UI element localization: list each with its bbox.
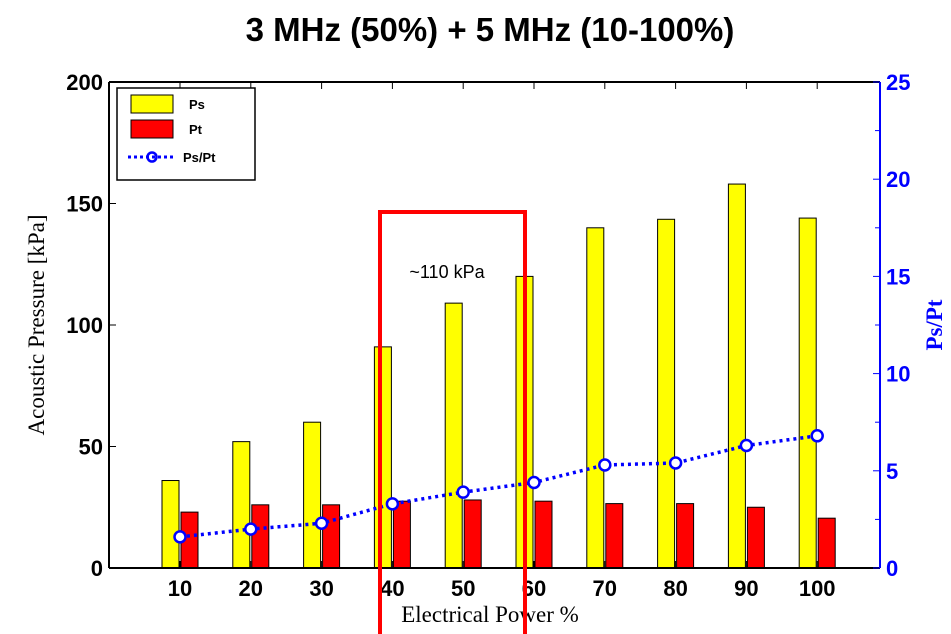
bar-pt (322, 504, 341, 569)
x-tick-label: 70 (593, 576, 617, 601)
bar-pt (605, 503, 624, 569)
ratio-point (810, 429, 824, 443)
ratio-point (173, 530, 187, 544)
legend-swatch-pt (130, 119, 174, 139)
y-tick-label: 0 (91, 556, 103, 581)
annotation-label: ~110 kPa (409, 262, 485, 282)
bar-pt (251, 504, 270, 569)
ratio-line (179, 434, 818, 539)
x-tick-label: 80 (663, 576, 687, 601)
y-axis-label: Acoustic Pressure [kPa] (24, 214, 49, 435)
x-tick-label: 10 (168, 576, 192, 601)
bar-ps (303, 421, 322, 569)
x-tick-label: 50 (451, 576, 475, 601)
ratio-point (739, 438, 754, 453)
bar-ps (657, 218, 676, 569)
x-tick-label: 90 (734, 576, 758, 601)
y-tick-label: 50 (79, 435, 103, 460)
x-axis-label: Electrical Power % (401, 602, 579, 627)
bar-ps (161, 480, 180, 569)
y-tick-label: 150 (66, 192, 103, 217)
bar-pt (817, 517, 836, 569)
legend-marker-ratio (146, 151, 158, 163)
legend-label-ratio: Ps/Pt (183, 150, 216, 165)
bar-pt (534, 500, 553, 569)
ratio-line-layer (173, 429, 824, 544)
bars-layer (161, 183, 836, 569)
ratio-point (385, 497, 400, 511)
ratio-point (456, 485, 470, 499)
ratio-point (244, 522, 258, 536)
bar-ps (727, 183, 746, 569)
legend-label-pt: Pt (189, 122, 203, 137)
y-axis-right-label: Ps/Pt (922, 299, 947, 350)
bar-ps (586, 227, 605, 569)
y-right-tick-label: 5 (886, 459, 898, 484)
legend-swatch-ps (130, 94, 174, 114)
x-tick-label: 30 (309, 576, 333, 601)
x-tick-label: 100 (799, 576, 836, 601)
ratio-point (668, 456, 683, 470)
bar-ps (444, 302, 463, 569)
y-right-tick-label: 0 (886, 556, 898, 581)
highlight-box (378, 210, 527, 634)
y-right-tick-label: 20 (886, 167, 910, 192)
x-tick-label: 20 (239, 576, 263, 601)
bar-pt (746, 506, 765, 569)
y-tick-label: 100 (66, 313, 103, 338)
legend-label-ps: Ps (189, 97, 205, 112)
bar-ps (373, 346, 392, 569)
bar-ps (798, 217, 817, 569)
y-right-tick-label: 10 (886, 362, 910, 387)
y-tick-label: 200 (66, 70, 103, 95)
ratio-point (314, 516, 329, 531)
legend: Ps Pt Ps/Pt (116, 87, 256, 181)
y-right-tick-label: 25 (886, 70, 910, 95)
ratio-point (598, 458, 612, 472)
ratio-point (527, 475, 541, 490)
chart-title: 3 MHz (50%) + 5 MHz (10-100%) (246, 11, 735, 48)
bar-pt (463, 499, 482, 569)
y-right-tick-label: 15 (886, 264, 910, 289)
bar-pt (392, 500, 411, 569)
bar-ps (232, 441, 251, 569)
x-tick-label: 40 (380, 576, 404, 601)
bar-pt (676, 503, 695, 569)
